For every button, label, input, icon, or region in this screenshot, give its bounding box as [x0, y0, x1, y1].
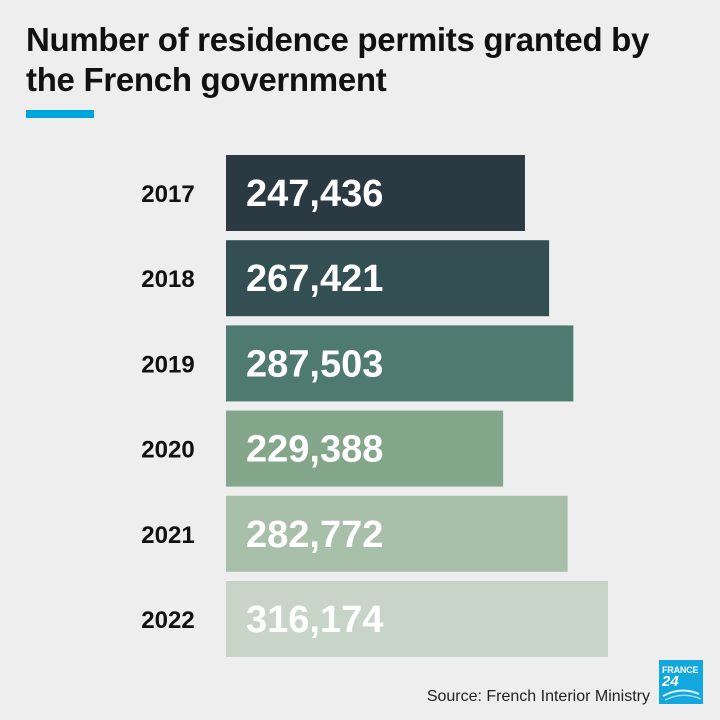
value-label-2020: 229,388: [246, 429, 383, 471]
year-label-2022: 2022: [141, 607, 194, 634]
source-note: Source: French Interior Ministry: [426, 688, 650, 705]
france24-logo: FRANCE 24: [659, 660, 703, 704]
value-label-2022: 316,174: [246, 599, 383, 641]
bar-2018: [226, 240, 550, 317]
bar-2022: [226, 581, 608, 657]
value-label-2021: 282,772: [246, 514, 383, 556]
value-label-2017: 247,436: [246, 173, 383, 215]
bar-2021: [226, 495, 568, 572]
title-accent-rule: [26, 110, 94, 118]
year-label-2018: 2018: [141, 266, 194, 293]
logo-line-2: 24: [662, 673, 679, 690]
value-label-2019: 287,503: [246, 343, 383, 385]
chart-title: Number of residence permits granted by t…: [26, 21, 650, 98]
year-label-2017: 2017: [141, 181, 194, 208]
bar-2019: [226, 325, 574, 402]
bar-2017: [226, 155, 525, 231]
year-label-2021: 2021: [141, 522, 194, 549]
year-label-2019: 2019: [141, 351, 194, 378]
logo-line-1: FRANCE: [662, 665, 699, 675]
logo-swoosh-icon: [662, 689, 702, 701]
value-label-2018: 267,421: [246, 258, 383, 300]
bar-2020: [226, 410, 504, 487]
year-label-2020: 2020: [141, 437, 194, 464]
